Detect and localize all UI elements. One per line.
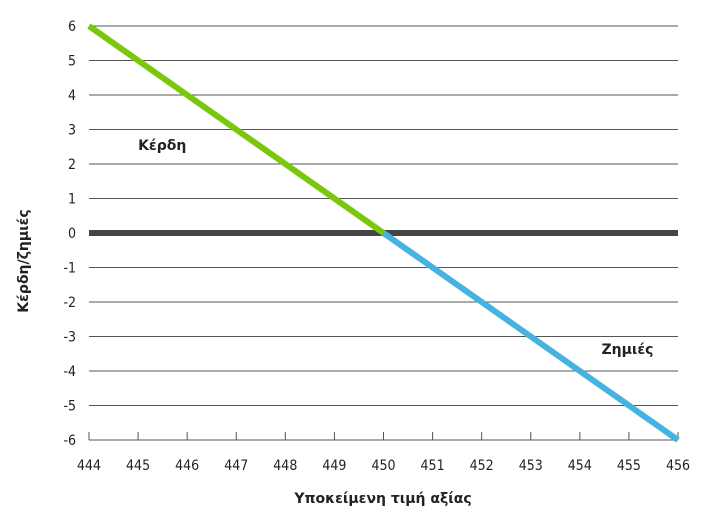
x-tick-label: 453 xyxy=(519,458,543,474)
x-tick-label: 444 xyxy=(77,458,101,474)
x-tick-label: 450 xyxy=(371,458,395,474)
x-tick-label: 448 xyxy=(273,458,297,474)
x-tick-label: 451 xyxy=(421,458,445,474)
y-tick-label: -2 xyxy=(63,295,76,311)
x-axis-title: Υποκείμενη τιμή αξίας xyxy=(293,491,471,507)
y-tick-label: 3 xyxy=(68,123,76,139)
annotation-profit: Κέρδη xyxy=(138,138,186,154)
x-tick-labels: 444 445 446 447 448 449 450 451 452 453 454 455 456 xyxy=(77,458,690,474)
y-tick-label: 2 xyxy=(68,157,76,173)
y-tick-label: -3 xyxy=(63,330,76,346)
y-tick-labels: 6 5 4 3 2 1 0 -1 -2 -3 -4 -5 -6 xyxy=(63,19,76,449)
y-tick-label: -5 xyxy=(63,399,76,415)
x-tick-label: 454 xyxy=(568,458,592,474)
y-tick-label: -4 xyxy=(63,364,76,380)
x-tick-label: 455 xyxy=(617,458,641,474)
profit-segment xyxy=(87,23,386,236)
loss-segment xyxy=(381,230,680,443)
y-axis-title: Κέρδη/ζημιές xyxy=(16,209,32,312)
x-tick-label: 452 xyxy=(470,458,494,474)
x-tick-label: 456 xyxy=(666,458,690,474)
y-tick-label: 4 xyxy=(68,88,76,104)
y-tick-label: -6 xyxy=(63,433,76,449)
y-tick-label: 1 xyxy=(68,192,76,208)
y-tick-label: -1 xyxy=(63,261,76,277)
y-tick-label: 5 xyxy=(68,54,76,70)
y-tick-label: 6 xyxy=(68,19,76,35)
series xyxy=(87,23,680,443)
x-tick-label: 445 xyxy=(126,458,150,474)
x-tick-label: 447 xyxy=(224,458,248,474)
annotation-loss: Ζημιές xyxy=(601,342,653,358)
x-tick-label: 449 xyxy=(322,458,346,474)
y-tick-label: 0 xyxy=(68,226,76,242)
x-tick-label: 446 xyxy=(175,458,199,474)
